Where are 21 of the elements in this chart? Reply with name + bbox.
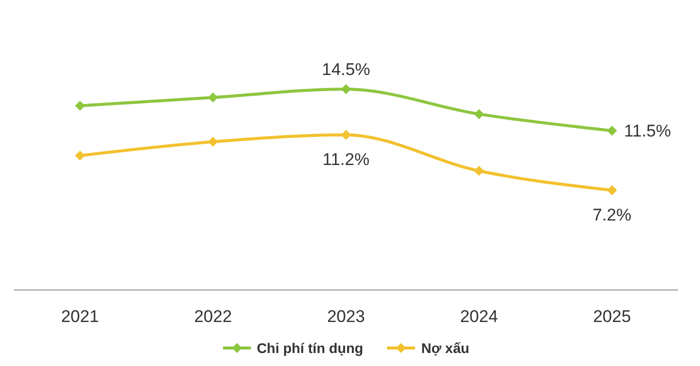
x-tick-label: 2021	[61, 307, 99, 326]
point	[208, 136, 218, 147]
point	[208, 92, 218, 102]
x-tick-label: 2022	[194, 307, 232, 326]
point	[607, 126, 617, 136]
legend-label: Chi phí tín dụng	[256, 340, 364, 356]
point	[341, 130, 351, 140]
data-label: 7.2%	[592, 205, 632, 224]
point	[341, 84, 351, 94]
point	[474, 109, 484, 120]
point	[75, 100, 85, 111]
legend-label: Nợ xấu	[421, 340, 470, 356]
point	[75, 150, 85, 161]
data-label: 14.5%	[322, 60, 370, 80]
data-label: 11.2%	[322, 150, 370, 169]
x-tick-label: 2024	[460, 307, 498, 326]
x-tick-label: 2023	[327, 307, 365, 326]
x-tick-label: 2025	[593, 307, 631, 326]
data-label: 11.5%	[624, 122, 671, 141]
point	[474, 166, 484, 176]
point	[607, 185, 617, 196]
